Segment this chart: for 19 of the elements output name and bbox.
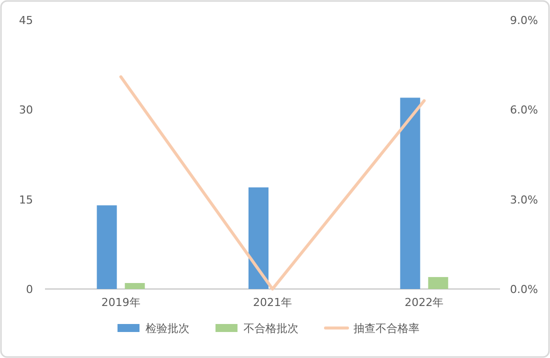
y2-tick-label: 6.0% [510, 104, 538, 117]
legend-label: 检验批次 [146, 322, 190, 335]
bar [248, 187, 268, 289]
legend-label: 不合格批次 [244, 322, 298, 335]
bar [428, 277, 448, 289]
y-tick-label: 30 [19, 104, 33, 117]
legend-label: 抽查不合格率 [354, 322, 420, 335]
x-tick-label: 2019年 [101, 296, 140, 309]
bar [400, 98, 420, 289]
y2-tick-label: 3.0% [510, 193, 538, 206]
y-tick-label: 0 [26, 283, 33, 296]
y2-tick-label: 0.0% [510, 283, 538, 296]
y2-tick-label: 9.0% [510, 14, 538, 27]
y-tick-label: 15 [19, 193, 33, 206]
bar [124, 283, 145, 289]
bar [96, 205, 117, 289]
y-tick-label: 45 [19, 14, 33, 27]
x-tick-label: 2022年 [404, 296, 444, 309]
x-tick-label: 2021年 [253, 296, 292, 309]
